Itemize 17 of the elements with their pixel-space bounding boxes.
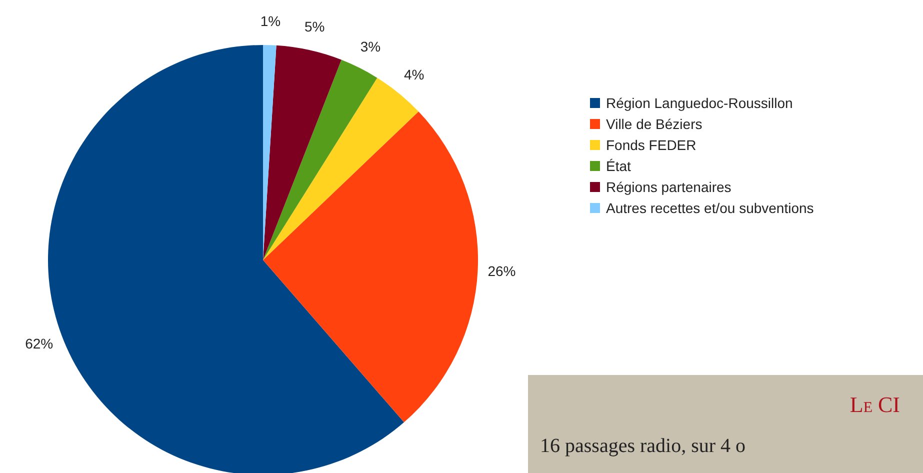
pie-slice bbox=[263, 60, 378, 260]
legend-label: Région Languedoc-Roussillon bbox=[606, 94, 793, 111]
legend-label: Fonds FEDER bbox=[606, 136, 696, 153]
legend-label: Ville de Béziers bbox=[606, 116, 702, 132]
data-label: 3% bbox=[360, 38, 381, 54]
legend-label: Autres recettes et/ou subventions bbox=[606, 200, 814, 216]
data-label: 4% bbox=[404, 66, 424, 83]
data-label: 5% bbox=[304, 18, 325, 35]
text: Le CI bbox=[850, 392, 900, 417]
data-label: 26% bbox=[488, 263, 516, 280]
pie-slice bbox=[263, 45, 342, 260]
data-label: 1% bbox=[260, 13, 281, 30]
text: 16 passages radio, sur 4 o bbox=[540, 435, 746, 457]
pie-slice bbox=[263, 112, 478, 422]
data-label: 62% bbox=[25, 336, 54, 352]
legend-label: État bbox=[606, 158, 632, 174]
legend-label: Régions partenaires bbox=[606, 178, 732, 195]
